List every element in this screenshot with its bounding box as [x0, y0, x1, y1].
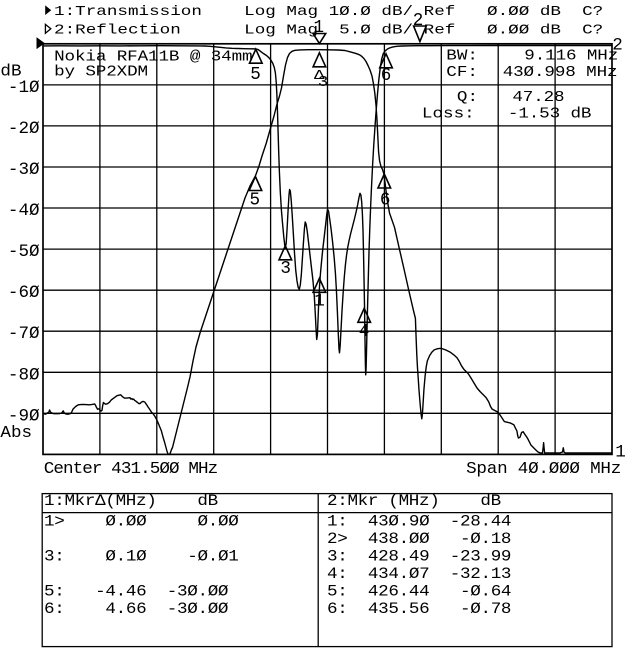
svg-text:2> 438.ØØ -Ø.18: 2> 438.ØØ -Ø.18	[327, 531, 512, 549]
svg-text:-8Ø: -8Ø	[8, 365, 40, 385]
svg-text:3: Ø.1Ø -Ø.Ø1: 3: Ø.1Ø -Ø.Ø1	[44, 548, 239, 566]
svg-text:1:MkrΔ(MHz) dB: 1:MkrΔ(MHz) dB	[44, 493, 218, 511]
svg-text:2:Reflection Log Mag 5.Ø: 2:Reflection Log Mag 5.Ø dB/ Ref Ø.ØØ dB…	[44, 22, 604, 38]
svg-text:1: 1	[615, 442, 626, 462]
svg-text:Span 4Ø.ØØØ MHz: Span 4Ø.ØØØ MHz	[466, 460, 621, 478]
svg-text:1: 43Ø.9Ø -28.44: 1: 43Ø.9Ø -28.44	[327, 513, 512, 531]
svg-text:2:Mkr (MHz) dB: 2:Mkr (MHz) dB	[327, 493, 501, 511]
svg-text:1:Transmission Log Mag 1Ø.Ø: 1:Transmission Log Mag 1Ø.Ø dB/ Ref Ø.ØØ…	[44, 4, 604, 20]
svg-text:3: 428.49 -23.99: 3: 428.49 -23.99	[327, 548, 512, 566]
svg-text:by SP2XDM: by SP2XDM	[54, 63, 148, 80]
svg-text:dB: dB	[0, 63, 21, 82]
svg-text:3: 3	[280, 258, 291, 278]
svg-text:-9Ø: -9Ø	[8, 406, 40, 426]
svg-text:-2Ø: -2Ø	[8, 119, 40, 139]
svg-text:5: 426.44 -Ø.64: 5: 426.44 -Ø.64	[327, 583, 512, 601]
svg-text:Δ: Δ	[314, 68, 325, 84]
svg-text:6: 435.56 -Ø.78: 6: 435.56 -Ø.78	[327, 601, 512, 619]
svg-text:-1.53 dB: -1.53 dB	[508, 105, 592, 122]
svg-text:Center 431.5ØØ MHz: Center 431.5ØØ MHz	[44, 460, 218, 478]
svg-text:5: 5	[250, 65, 261, 85]
svg-text:-6Ø: -6Ø	[8, 283, 40, 303]
svg-text:Q:: Q:	[457, 88, 478, 105]
svg-text:Abs: Abs	[0, 424, 32, 443]
svg-text:6: 6	[381, 66, 392, 86]
svg-text:9.116 MHz: 9.116 MHz	[524, 47, 618, 64]
svg-text:-3Ø: -3Ø	[8, 160, 40, 180]
svg-text:Nokia RFA11B @ 34mm: Nokia RFA11B @ 34mm	[54, 48, 253, 65]
svg-text:1> Ø.ØØ Ø.ØØ: 1> Ø.ØØ Ø.ØØ	[44, 513, 239, 531]
svg-text:BW:: BW:	[446, 47, 478, 64]
svg-text:-5Ø: -5Ø	[8, 242, 40, 262]
svg-text:6: 4.66 -3Ø.ØØ: 6: 4.66 -3Ø.ØØ	[44, 601, 229, 619]
svg-text:Loss:: Loss:	[422, 105, 475, 122]
svg-text:43Ø.998 MHz: 43Ø.998 MHz	[503, 63, 618, 80]
svg-text:5: 5	[250, 190, 261, 210]
svg-text:6: 6	[380, 190, 391, 210]
svg-text:-1Ø: -1Ø	[8, 78, 40, 98]
svg-text:CF:: CF:	[446, 63, 478, 80]
svg-text:5: -4.46 -3Ø.ØØ: 5: -4.46 -3Ø.ØØ	[44, 583, 229, 601]
svg-text:4: 4	[359, 322, 370, 342]
svg-text:4: 434.Ø7 -32.13: 4: 434.Ø7 -32.13	[327, 566, 512, 584]
svg-text:3: 3	[318, 73, 329, 90]
svg-text:1: 1	[314, 18, 325, 38]
svg-text:2: 2	[413, 11, 424, 31]
svg-text:-7Ø: -7Ø	[8, 324, 40, 344]
svg-text:1: 1	[314, 291, 325, 311]
svg-text:2: 2	[612, 36, 623, 56]
svg-text:47.28: 47.28	[512, 88, 564, 105]
svg-text:-4Ø: -4Ø	[8, 201, 40, 221]
